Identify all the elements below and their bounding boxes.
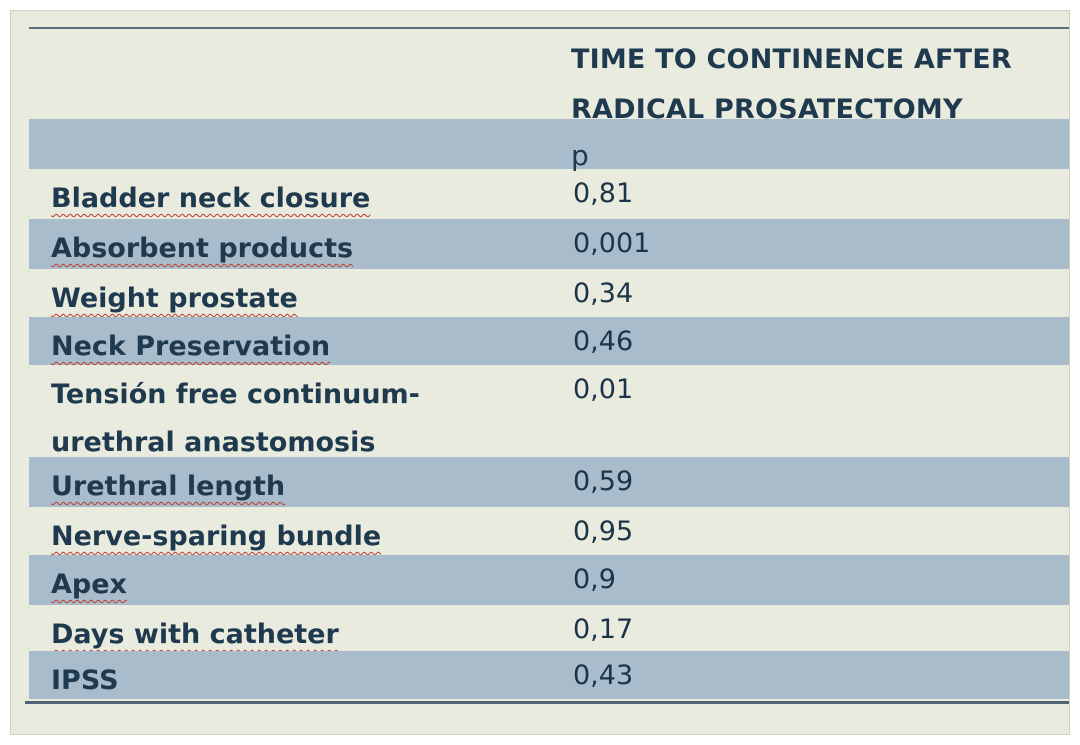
table-row: Tensión free continuum- urethral anastom… (29, 365, 1069, 458)
row-label: Days with catheter (51, 619, 339, 650)
table-row: Neck Preservation 0,46 (29, 317, 1069, 365)
row-value: 0,01 (573, 374, 634, 405)
p-header-band (29, 119, 1069, 169)
table-row: Days with catheter 0,17 (29, 605, 1069, 651)
row-value: 0,17 (573, 614, 634, 645)
table-row: Weight prostate 0,34 (29, 269, 1069, 319)
table-row: Nerve-sparing bundle 0,95 (29, 507, 1069, 555)
row-value: 0,001 (573, 228, 651, 259)
row-label: Urethral length (51, 471, 286, 502)
top-rule (29, 27, 1069, 29)
table-row: Urethral length 0,59 (29, 457, 1069, 507)
row-label-line-1: Tensión free continuum- (51, 379, 420, 410)
row-label: Tensión free continuum- urethral anastom… (51, 371, 551, 467)
table-header: TIME TO CONTINENCE AFTER RADICAL PROSATE… (571, 35, 1051, 135)
row-label: Nerve-sparing bundle (51, 521, 382, 552)
header-line-1: TIME TO CONTINENCE AFTER (571, 44, 1012, 75)
row-value: 0,95 (573, 516, 634, 547)
row-value: 0,43 (573, 660, 634, 691)
p-column-label: p (571, 139, 589, 172)
table-row: Apex 0,9 (29, 555, 1069, 605)
row-label: Absorbent products (51, 233, 354, 264)
row-value: 0,34 (573, 278, 634, 309)
row-label-line-2: urethral anastomosis (51, 427, 376, 458)
row-value: 0,81 (573, 178, 634, 209)
row-label: Apex (51, 569, 127, 600)
row-label: Bladder neck closure (51, 183, 371, 214)
table-row: Absorbent products 0,001 (29, 219, 1069, 269)
table-photo: TIME TO CONTINENCE AFTER RADICAL PROSATE… (10, 10, 1070, 735)
bottom-rule (25, 701, 1069, 704)
row-label: Weight prostate (51, 283, 298, 314)
row-value: 0,59 (573, 466, 634, 497)
table-row: Bladder neck closure 0,81 (29, 169, 1069, 219)
table-row: IPSS 0,43 (29, 651, 1069, 699)
row-label: Neck Preservation (51, 331, 331, 362)
row-label: IPSS (51, 665, 119, 696)
row-value: 0,9 (573, 564, 616, 595)
row-value: 0,46 (573, 326, 634, 357)
